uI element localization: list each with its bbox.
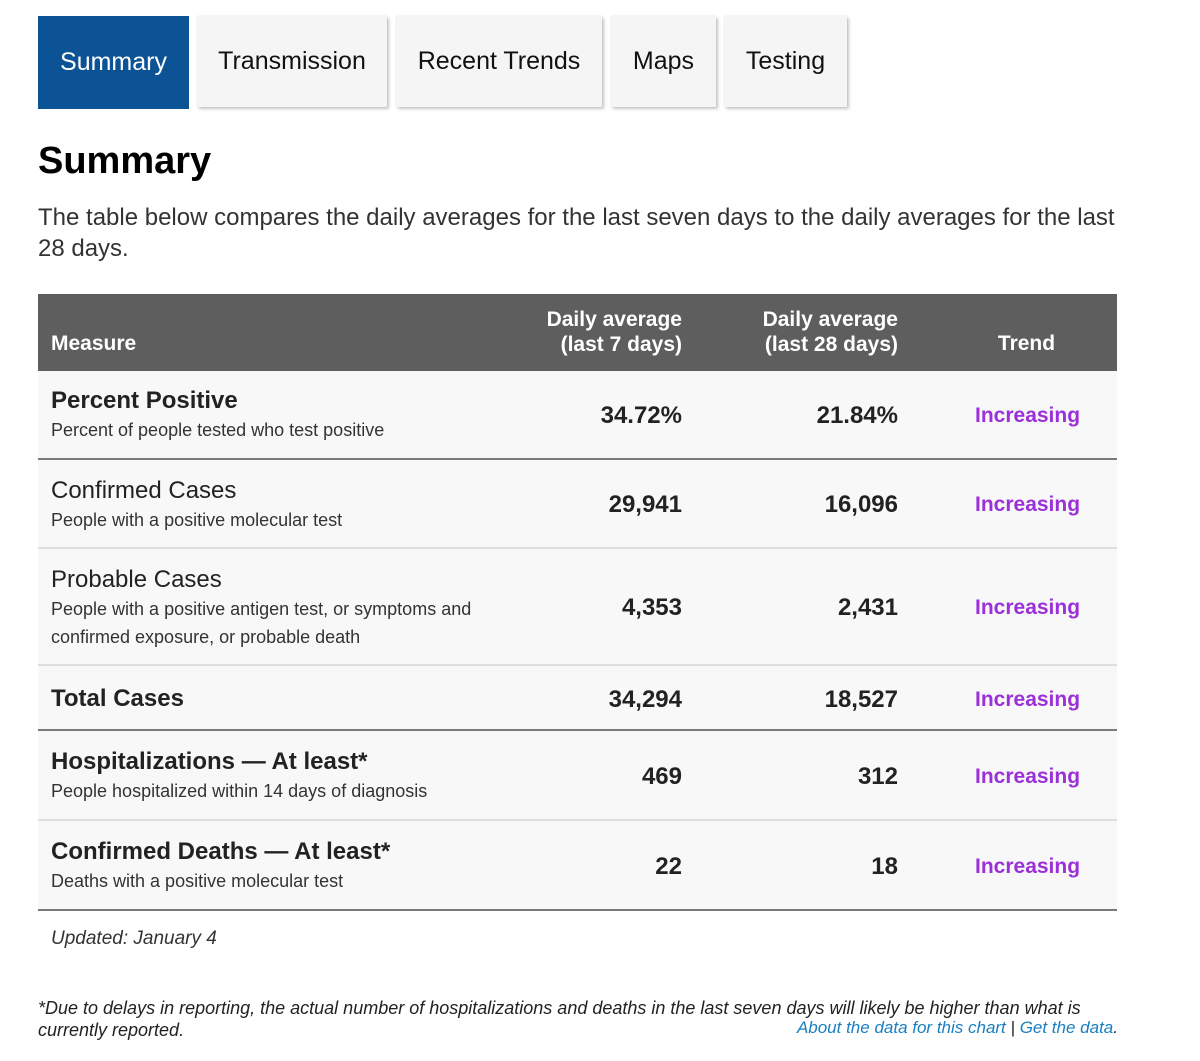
header-avg-7-days: Daily average (last 7 days)	[547, 307, 682, 357]
row-trend: Increasing	[975, 596, 1081, 619]
page-title: Summary	[38, 140, 212, 182]
about-data-link[interactable]: About the data for this chart	[796, 1018, 1006, 1037]
row-avg-28: 2,431	[837, 594, 898, 621]
tab-summary[interactable]: Summary	[38, 16, 189, 109]
header-avg-28-line1: Daily average	[762, 308, 898, 331]
row-trend: Increasing	[975, 493, 1081, 516]
summary-table: Measure Daily average (last 7 days) Dail…	[38, 294, 1117, 911]
row-avg-7: 4,353	[621, 594, 682, 621]
intro-text: The table below compares the daily avera…	[38, 204, 1115, 262]
tab-testing[interactable]: Testing	[724, 16, 847, 107]
data-links: About the data for this chart | Get the …	[797, 1018, 1118, 1038]
link-separator: |	[1010, 1018, 1015, 1037]
footnote: *Due to delays in reporting, the actual …	[38, 998, 1081, 1040]
table-row: Percent Positive Percent of people teste…	[38, 371, 1117, 460]
row-measure-description: People with a positive molecular test	[51, 510, 343, 530]
row-measure-description: Percent of people tested who test positi…	[51, 420, 385, 440]
header-avg-7-line1: Daily average	[546, 308, 682, 331]
row-avg-28: 21.84%	[816, 402, 898, 429]
link-period: .	[1113, 1018, 1118, 1037]
row-avg-28: 18	[871, 853, 898, 880]
table-row: Total Cases 34,294 18,527 Increasing	[38, 666, 1117, 731]
row-measure-description: People with a positive antigen test, or …	[51, 599, 472, 647]
tab-transmission[interactable]: Transmission	[197, 16, 387, 107]
row-trend: Increasing	[975, 404, 1081, 427]
row-measure-name: Probable Cases	[51, 566, 222, 593]
updated-date: Updated: January 4	[51, 928, 217, 949]
row-measure-name: Confirmed Cases	[51, 477, 237, 504]
row-measure-description: People hospitalized within 14 days of di…	[51, 781, 428, 801]
get-data-link[interactable]: Get the data	[1019, 1018, 1114, 1037]
tab-maps[interactable]: Maps	[611, 16, 716, 107]
header-avg-28-line2: (last 28 days)	[764, 333, 898, 356]
header-measure: Measure	[51, 332, 137, 355]
table-row: Confirmed Deaths — At least* Deaths with…	[38, 821, 1117, 911]
row-measure-name: Hospitalizations — At least*	[51, 748, 368, 775]
row-avg-28: 312	[857, 763, 898, 790]
row-avg-7: 34.72%	[600, 402, 682, 429]
row-measure-name: Percent Positive	[51, 387, 238, 414]
row-measure-name: Total Cases	[51, 685, 184, 712]
table-row: Hospitalizations — At least* People hosp…	[38, 731, 1117, 821]
row-avg-28: 18,527	[824, 686, 898, 713]
header-avg-28-days: Daily average (last 28 days)	[763, 307, 898, 357]
row-measure-name: Confirmed Deaths — At least*	[51, 838, 391, 865]
row-avg-7: 22	[655, 853, 682, 880]
header-trend: Trend	[997, 332, 1056, 355]
row-measure-description: Deaths with a positive molecular test	[51, 871, 344, 891]
row-trend: Increasing	[975, 855, 1081, 878]
row-avg-7: 34,294	[608, 686, 682, 713]
row-trend: Increasing	[975, 765, 1081, 788]
table-header: Measure Daily average (last 7 days) Dail…	[38, 294, 1117, 371]
table-row: Probable Cases People with a positive an…	[38, 549, 1117, 666]
table-row: Confirmed Cases People with a positive m…	[38, 460, 1117, 549]
row-avg-7: 469	[641, 763, 682, 790]
row-avg-28: 16,096	[824, 491, 898, 518]
tab-recent-trends[interactable]: Recent Trends	[396, 16, 602, 107]
row-trend: Increasing	[975, 688, 1081, 711]
row-avg-7: 29,941	[608, 491, 682, 518]
header-avg-7-line2: (last 7 days)	[560, 333, 682, 356]
